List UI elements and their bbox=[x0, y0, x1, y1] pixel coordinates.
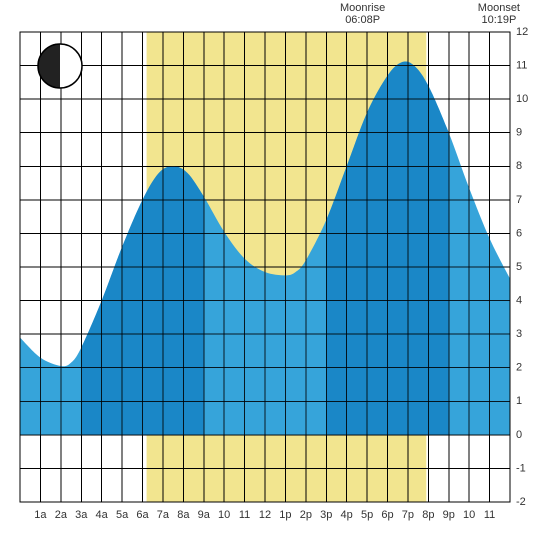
moonset-block: Moonset 10:19P bbox=[478, 2, 520, 26]
y-tick-label: 7 bbox=[516, 194, 522, 206]
x-tick-label: 8a bbox=[177, 509, 190, 521]
y-tick-label: 10 bbox=[516, 93, 528, 105]
x-tick-label: 1a bbox=[34, 509, 47, 521]
y-tick-label: -2 bbox=[516, 496, 526, 508]
y-tick-label: 2 bbox=[516, 362, 522, 374]
tide-chart-container: Moonrise 06:08P Moonset 10:19P -2-101234… bbox=[0, 0, 550, 550]
x-tick-label: 11 bbox=[239, 509, 250, 521]
moonrise-time: 06:08P bbox=[340, 14, 385, 26]
x-tick-label: 3a bbox=[75, 509, 88, 521]
moonset-label: Moonset bbox=[478, 2, 520, 14]
y-tick-label: 9 bbox=[516, 127, 522, 139]
x-tick-label: 7p bbox=[402, 509, 414, 521]
y-tick-label: 11 bbox=[516, 59, 527, 71]
x-tick-label: 11 bbox=[484, 509, 495, 521]
x-tick-label: 5a bbox=[116, 509, 129, 521]
x-tick-label: 3p bbox=[320, 509, 332, 521]
x-tick-label: 7a bbox=[157, 509, 170, 521]
x-tick-label: 2a bbox=[55, 509, 68, 521]
x-tick-label: 9p bbox=[443, 509, 455, 521]
x-tick-label: 2p bbox=[300, 509, 312, 521]
x-tick-label: 1p bbox=[279, 509, 291, 521]
y-tick-label: -1 bbox=[516, 462, 526, 474]
y-tick-label: 4 bbox=[516, 294, 522, 306]
x-tick-label: 4a bbox=[96, 509, 109, 521]
x-tick-label: 10 bbox=[463, 509, 475, 521]
y-tick-label: 1 bbox=[516, 395, 522, 407]
moonrise-label: Moonrise bbox=[340, 2, 385, 14]
x-tick-label: 12 bbox=[259, 509, 271, 521]
y-tick-label: 12 bbox=[516, 26, 528, 38]
moon-times-header: Moonrise 06:08P Moonset 10:19P bbox=[340, 2, 520, 26]
x-tick-label: 6p bbox=[381, 509, 393, 521]
moonset-time: 10:19P bbox=[478, 14, 520, 26]
y-tick-label: 3 bbox=[516, 328, 522, 340]
x-tick-label: 6a bbox=[136, 509, 149, 521]
x-tick-label: 9a bbox=[198, 509, 211, 521]
y-tick-label: 8 bbox=[516, 160, 522, 172]
y-tick-label: 6 bbox=[516, 227, 522, 239]
y-tick-label: 5 bbox=[516, 261, 522, 273]
tide-chart-svg: -2-101234567891011121a2a3a4a5a6a7a8a9a10… bbox=[0, 0, 550, 550]
x-tick-label: 5p bbox=[361, 509, 373, 521]
x-tick-label: 8p bbox=[422, 509, 434, 521]
moonrise-block: Moonrise 06:08P bbox=[340, 2, 385, 26]
y-tick-label: 0 bbox=[516, 429, 522, 441]
x-tick-label: 10 bbox=[218, 509, 230, 521]
x-tick-label: 4p bbox=[341, 509, 353, 521]
moon-phase-icon bbox=[38, 44, 82, 88]
